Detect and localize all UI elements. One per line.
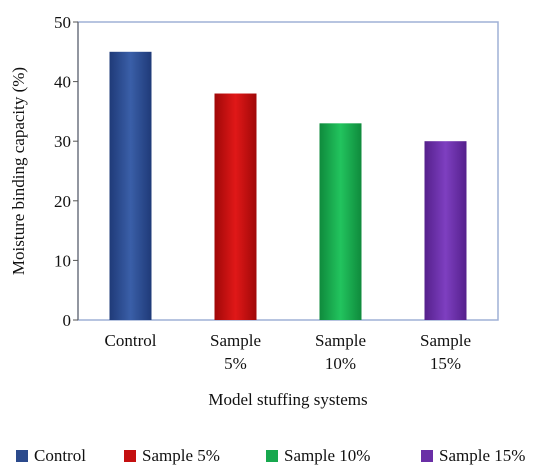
legend-item: Control	[16, 446, 86, 466]
bar-chart: 0 10 20 30 40 50 Control Sample 5% Sample 10% Samp…	[9, 13, 499, 409]
x-category-label: Sample	[420, 331, 471, 350]
legend-item: Sample 10%	[266, 446, 370, 466]
legend-item: Sample 15%	[421, 446, 525, 466]
x-category-label: 5%	[224, 354, 247, 373]
legend-label: Sample 15%	[439, 446, 526, 465]
bars-group	[109, 51, 467, 321]
legend-swatch	[16, 450, 28, 462]
bar-1	[214, 93, 257, 321]
legend-label: Control	[34, 446, 86, 465]
legend-item: Sample 5%	[124, 446, 220, 466]
legend-swatch	[124, 450, 136, 462]
legend-swatch	[421, 450, 433, 462]
bar-2	[319, 123, 362, 320]
x-axis-labels: Control Sample 5% Sample 10% Sample 15%	[105, 331, 471, 373]
x-category-label: Control	[105, 331, 157, 350]
y-tick-label: 10	[54, 251, 71, 270]
bar-3	[424, 141, 467, 320]
legend: Control Sample 5% Sample 10% Sample 15%	[0, 446, 553, 468]
y-axis-title: Moisture binding capacity (%)	[9, 67, 28, 275]
y-tick-label: 0	[63, 311, 72, 330]
bar-0	[109, 51, 152, 321]
x-category-label: Sample	[210, 331, 261, 350]
y-tick-label: 20	[54, 192, 71, 211]
y-tick-label: 40	[54, 73, 71, 92]
x-category-label: 15%	[430, 354, 461, 373]
x-category-label: 10%	[325, 354, 356, 373]
legend-label: Sample 10%	[284, 446, 371, 465]
legend-label: Sample 5%	[142, 446, 220, 465]
x-axis-title: Model stuffing systems	[208, 390, 367, 409]
legend-swatch	[266, 450, 278, 462]
x-category-label: Sample	[315, 331, 366, 350]
y-axis-ticks: 0 10 20 30 40 50	[54, 13, 78, 330]
y-tick-label: 50	[54, 13, 71, 32]
y-tick-label: 30	[54, 132, 71, 151]
